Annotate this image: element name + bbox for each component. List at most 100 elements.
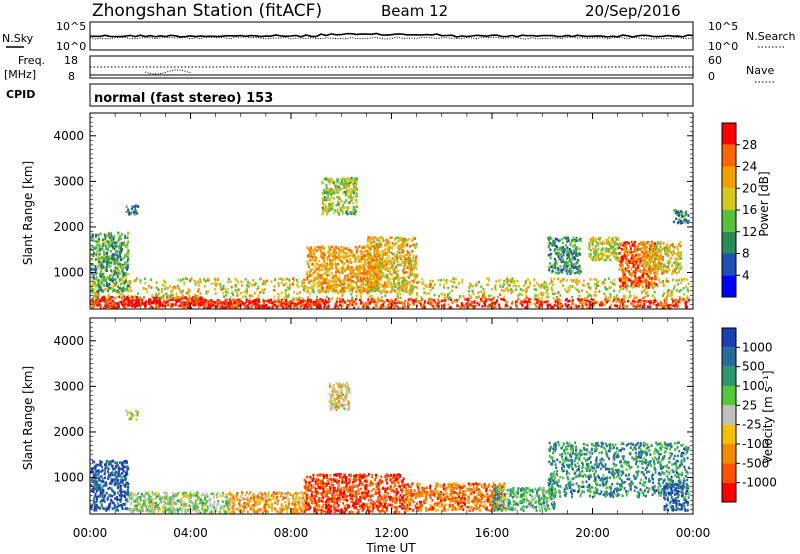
colorbar-tick-label: 28 (742, 138, 757, 152)
power-echo-region (125, 204, 139, 216)
colorbar-swatch (722, 253, 736, 276)
velocity-echo-region (128, 491, 230, 515)
y-tick-label: 3000 (53, 379, 84, 393)
power-echo-region (642, 241, 683, 276)
velocity-echo-region (328, 381, 351, 412)
nave-tick-bottom: 0 (708, 70, 715, 83)
colorbar-tick-label: -25 (742, 418, 762, 432)
y-tick-label: 3000 (53, 174, 84, 188)
nsky-label: N.Sky (2, 32, 34, 45)
velocity-y-axis: 1000 2000 3000 4000 (53, 317, 693, 515)
power-data-layer (90, 176, 690, 310)
power-echo-region (547, 236, 582, 276)
power-echo-region (366, 236, 419, 294)
colorbar-swatch (722, 328, 736, 348)
power-panel: 1000 2000 3000 4000 Slant Range [km] 28 24 20… (21, 112, 771, 310)
power-echo-region (91, 277, 690, 301)
power-colorbar-label: Power [dB] (757, 171, 771, 236)
nsky-tick-top: 10^5 (56, 20, 86, 33)
colorbar-tick-label: -100 (742, 437, 769, 451)
velocity-echo-region (404, 482, 507, 512)
y-tick-label: 4000 (53, 129, 84, 143)
power-echo-region (90, 231, 130, 294)
colorbar-swatch (722, 366, 736, 386)
velocity-colorbar-label: Velocity [m s⁻¹] (761, 370, 775, 463)
y-tick-label: 2000 (53, 220, 84, 234)
freq-unit: [MHz] (4, 68, 36, 81)
colorbar-swatch (722, 463, 736, 483)
velocity-y-label: Slant Range [km] (21, 366, 35, 470)
colorbar-tick-label: 12 (742, 225, 757, 239)
cpid-value: normal (fast stereo) 153 (94, 91, 273, 106)
date-label: 20/Sep/2016 (585, 2, 681, 20)
velocity-panel: 1000 2000 3000 4000 Slant Range [km] 1000 50… (21, 317, 777, 515)
power-colorbar: 28 24 20 16 12 8 4 (721, 122, 757, 298)
freq-tick-top: 18 (64, 54, 78, 67)
colorbar-tick-label: 24 (742, 160, 757, 174)
y-tick-label: 4000 (53, 334, 84, 348)
velocity-echo-region (492, 486, 557, 512)
velocity-echo-region (125, 409, 139, 421)
colorbar-tick-label: 4 (742, 268, 750, 282)
colorbar-swatch (722, 424, 736, 444)
freq-label: Freq. (18, 54, 45, 67)
colorbar-swatch (722, 210, 736, 232)
x-tick-label: 00:00 (73, 526, 108, 540)
x-tick-label: 00:00 (676, 526, 711, 540)
power-echo-region (203, 299, 331, 310)
colorbar-swatch (722, 123, 736, 145)
colorbar-swatch (722, 405, 736, 425)
nsearch-trace (89, 36, 694, 40)
y-tick-label: 2000 (53, 425, 84, 439)
velocity-colorbar: 1000 500 100 25 -25 -100 -500 -1000 (721, 327, 777, 503)
freq-tick-bottom: 8 (68, 70, 75, 83)
x-axis-label: Time UT (365, 541, 416, 554)
power-echo-region (321, 176, 359, 216)
colorbar-swatch (722, 386, 736, 406)
y-tick-label: 1000 (53, 266, 84, 280)
power-echo-region (672, 209, 690, 225)
noise-panel: N.Sky 10^5 10^0 10^5 10^0 N.Search (2, 20, 796, 53)
x-tick-label: 04:00 (173, 526, 208, 540)
nsearch-tick-top: 10^5 (708, 20, 738, 33)
velocity-echo-region (90, 459, 130, 512)
nsky-trace (90, 32, 694, 38)
beam-label: Beam 12 (381, 2, 448, 20)
velocity-echo-region (547, 441, 690, 499)
freq-panel: Freq. [MHz] 18 8 60 0 Nave (4, 54, 774, 83)
velocity-data-layer (90, 381, 690, 515)
nsky-tick-bottom: 10^0 (56, 40, 86, 53)
colorbar-swatch (722, 347, 736, 367)
colorbar-tick-label: 20 (742, 181, 757, 195)
velocity-echo-region (303, 473, 406, 515)
velocity-echo-region (663, 482, 690, 512)
colorbar-swatch (722, 188, 736, 210)
power-echo-region (90, 295, 205, 307)
power-echo-region (588, 236, 620, 262)
colorbar-swatch (722, 166, 736, 189)
colorbar-tick-label: 1000 (742, 340, 773, 354)
colorbar-tick-label: 16 (742, 203, 757, 217)
colorbar-swatch (722, 444, 736, 464)
power-y-label: Slant Range [km] (21, 161, 35, 265)
velocity-echo-region (228, 491, 306, 515)
cpid-label: CPID (6, 88, 35, 101)
colorbar-tick-label: 100 (742, 379, 765, 393)
colorbar-tick-label: 8 (742, 247, 750, 261)
colorbar-swatch (722, 144, 736, 167)
colorbar-swatch (722, 482, 736, 502)
x-tick-label: 16:00 (475, 526, 510, 540)
colorbar-tick-label: 25 (742, 398, 757, 412)
nave-tick-top: 60 (708, 54, 722, 67)
colorbar-tick-label: -1000 (742, 476, 777, 490)
cpid-frame (89, 83, 694, 107)
x-tick-label: 12:00 (374, 526, 409, 540)
freq-dip-trace (145, 69, 191, 75)
power-y-axis: 1000 2000 3000 4000 (53, 112, 693, 310)
colorbar-swatch (722, 275, 736, 297)
colorbar-swatch (722, 231, 736, 254)
y-tick-label: 1000 (53, 471, 84, 485)
power-echo-region (306, 245, 381, 294)
colorbar-tick-label: -500 (742, 456, 769, 470)
